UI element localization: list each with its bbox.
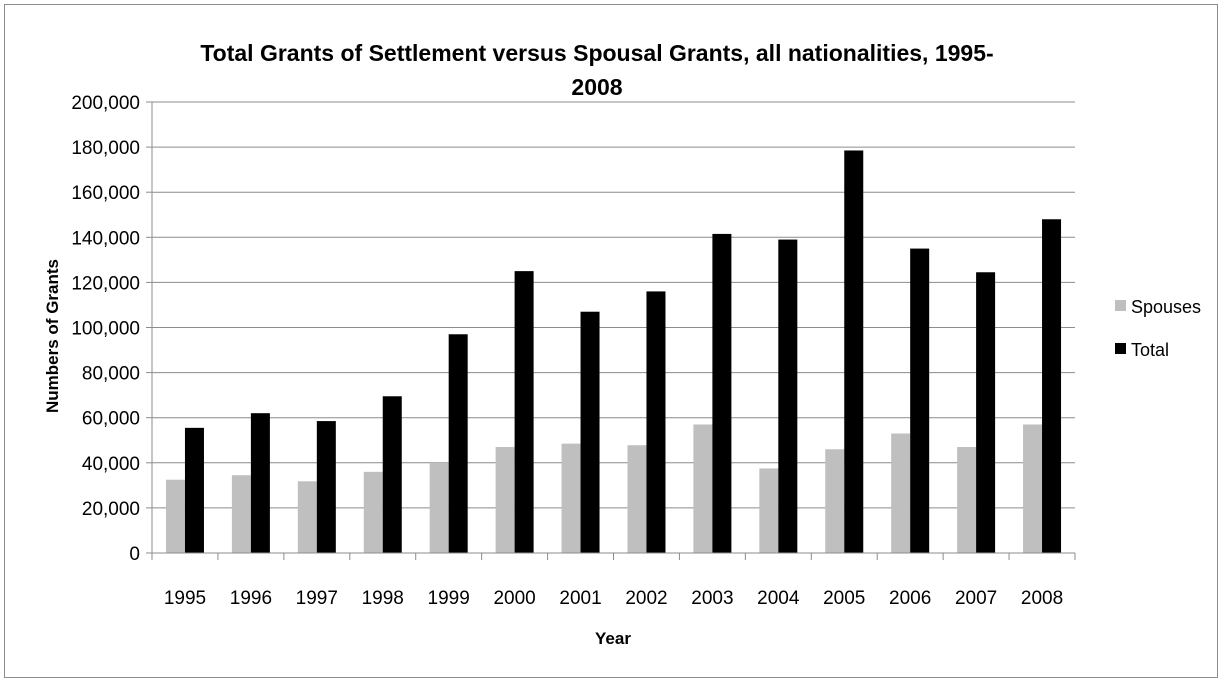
- bar-spouses-2000: [495, 447, 515, 553]
- legend-swatch-total: [1115, 343, 1126, 354]
- bar-spouses-2001: [561, 443, 581, 553]
- x-tick-label: 1999: [428, 588, 470, 609]
- bar-total-2000: [514, 271, 534, 553]
- bar-spouses-1996: [231, 475, 251, 553]
- y-tick-label: 140,000: [71, 228, 140, 249]
- bar-spouses-2008: [1023, 424, 1043, 553]
- bar-spouses-2003: [693, 424, 713, 553]
- x-tick-label: 1998: [362, 588, 404, 609]
- y-tick-label: 160,000: [71, 183, 140, 204]
- x-tick-label: 2005: [823, 588, 865, 609]
- x-tick-label: 2004: [757, 588, 800, 609]
- bars: [165, 150, 1062, 554]
- bar-spouses-1999: [429, 462, 449, 553]
- x-tick-label: 1996: [230, 588, 272, 609]
- y-tick-label: 100,000: [71, 319, 140, 340]
- bar-total-1999: [448, 334, 468, 553]
- x-tick-label: 2008: [1021, 588, 1063, 609]
- legend: Spouses Total: [1115, 297, 1201, 360]
- bar-total-2007: [976, 272, 996, 553]
- x-axis-title: Year: [595, 629, 631, 648]
- bar-spouses-1997: [297, 481, 317, 553]
- bar-total-1995: [184, 427, 204, 553]
- legend-label-spouses: Spouses: [1131, 297, 1201, 317]
- y-tick-label: 60,000: [82, 409, 140, 430]
- bar-total-2002: [646, 291, 666, 553]
- bar-total-2001: [580, 311, 600, 553]
- legend-label-total: Total: [1131, 340, 1169, 360]
- x-tick-label: 2002: [625, 588, 667, 609]
- bar-total-2003: [712, 233, 732, 554]
- chart-frame: [4, 4, 1218, 678]
- bar-spouses-2002: [627, 445, 647, 553]
- bar-total-1997: [316, 421, 336, 553]
- x-tick-label: 2006: [889, 588, 931, 609]
- axes: [151, 102, 1075, 554]
- x-tick-labels: 1995 1996 1997 1998 1999 2000 2001 2002 2003 2004…: [164, 588, 1063, 609]
- y-tick-label: 180,000: [71, 138, 140, 159]
- x-tick-label: 1997: [296, 588, 338, 609]
- y-tick-label: 0: [129, 544, 140, 565]
- bar-spouses-1995: [165, 479, 185, 553]
- y-tick-label: 120,000: [71, 273, 140, 294]
- y-tick-label: 40,000: [82, 454, 140, 475]
- bar-spouses-2004: [759, 468, 779, 553]
- x-tick-label: 2001: [559, 588, 601, 609]
- bar-total-1998: [382, 396, 402, 553]
- bar-total-2006: [910, 248, 930, 553]
- legend-swatch-spouses: [1115, 300, 1126, 311]
- y-tick-label: 80,000: [82, 364, 140, 385]
- bar-spouses-2005: [825, 449, 845, 553]
- chart-title-line1: Total Grants of Settlement versus Spousa…: [200, 40, 993, 66]
- bar-total-2005: [844, 150, 864, 554]
- bar-total-2004: [778, 239, 798, 553]
- x-tick-label: 2000: [493, 588, 535, 609]
- chart-title-line2: 2008: [571, 74, 622, 100]
- bar-spouses-2006: [891, 433, 911, 553]
- y-tick-label: 20,000: [82, 499, 140, 520]
- y-tick-label: 200,000: [71, 93, 140, 114]
- y-tick-labels: 0 20,000 40,000 60,000 80,000 100,000 120,000 1…: [71, 93, 140, 565]
- x-tick-label: 2003: [691, 588, 733, 609]
- bar-total-1996: [250, 413, 270, 553]
- x-tick-label: 1995: [164, 588, 206, 609]
- bar-spouses-2007: [957, 447, 977, 553]
- y-axis-title: Numbers of Grants: [43, 259, 62, 413]
- x-tick-label: 2007: [955, 588, 997, 609]
- bar-total-2008: [1042, 219, 1062, 553]
- bar-spouses-1998: [363, 471, 383, 553]
- gridlines: [146, 101, 1076, 560]
